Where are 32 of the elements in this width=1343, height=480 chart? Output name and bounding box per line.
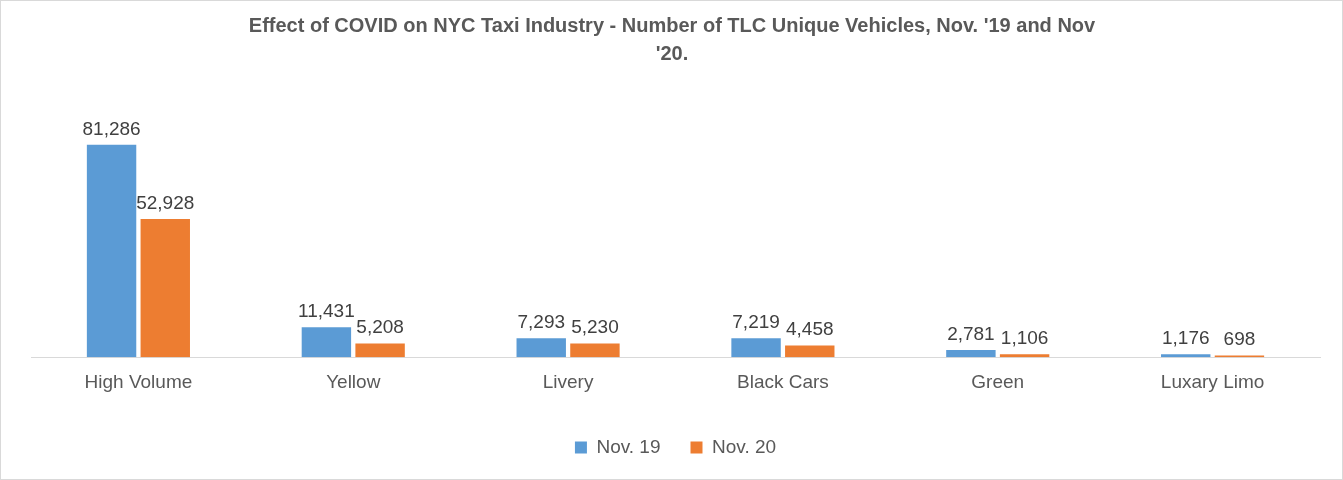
x-tick-label: High Volume [84, 370, 193, 392]
data-label: 7,293 [517, 310, 565, 332]
data-label: 2,781 [947, 322, 995, 344]
legend-label: Nov. 19 [596, 435, 661, 457]
data-label: 52,928 [136, 191, 195, 213]
x-tick-label: Black Cars [736, 370, 829, 392]
data-label: 698 [1223, 328, 1256, 350]
data-label: 1,176 [1161, 326, 1210, 348]
bar [999, 354, 1050, 358]
bar [785, 345, 835, 358]
data-label: 5,208 [356, 316, 404, 338]
bar [140, 218, 190, 358]
data-label: 11,431 [298, 300, 355, 322]
bar [301, 327, 352, 358]
bar [1161, 354, 1211, 358]
data-label: 7,219 [732, 311, 780, 333]
bar [946, 349, 996, 358]
data-label: 4,458 [786, 318, 834, 340]
bar [355, 343, 405, 358]
bar [731, 338, 781, 358]
bar [516, 338, 566, 358]
bar [86, 144, 137, 358]
x-tick-label: Livery [542, 370, 594, 392]
data-label: 81,286 [82, 117, 141, 139]
chart-title: Effect of COVID on NYC Taxi Industry - Number of TLC Unique Vehicles, Nov. '19 and Nov '20. [247, 13, 1097, 66]
x-tick-label: Green [971, 370, 1025, 392]
bar [570, 343, 620, 358]
data-label: 5,230 [571, 316, 619, 338]
legend-label: Nov. 20 [712, 435, 777, 457]
data-label: 1,106 [1000, 327, 1049, 349]
x-tick-label: Luxary Limo [1160, 370, 1265, 392]
x-tick-label: Yellow [326, 370, 381, 392]
